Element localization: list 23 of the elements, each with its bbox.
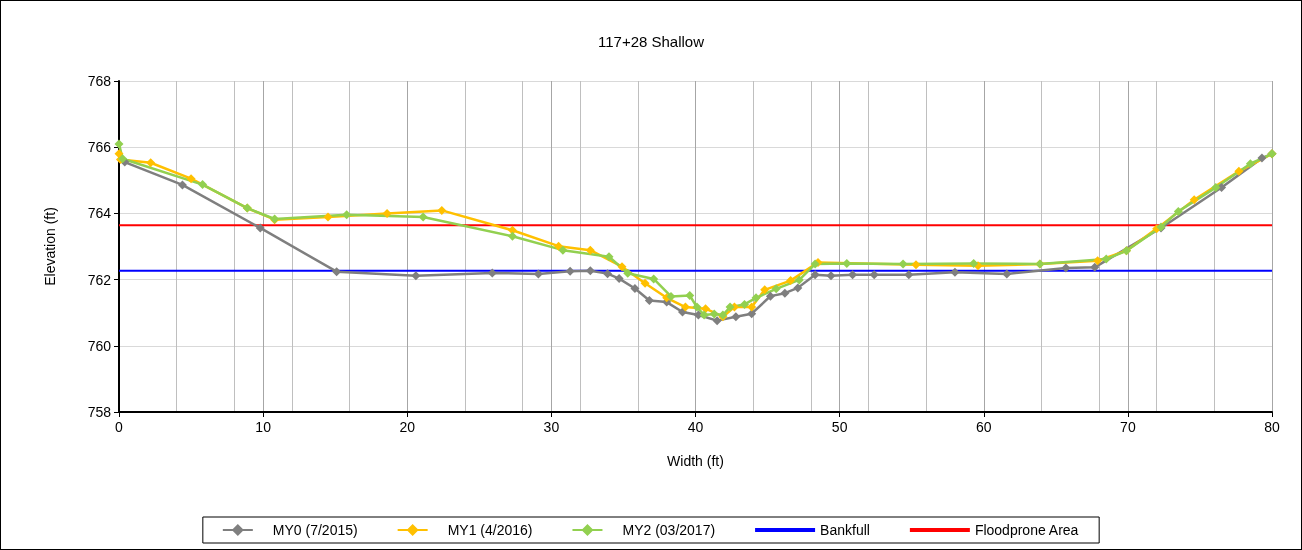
- legend-label: Floodprone Area: [974, 522, 1079, 538]
- y-tick-label: 758: [87, 404, 112, 420]
- y-axis-title: Elevation (ft): [42, 207, 58, 286]
- x-tick-label: 10: [255, 419, 272, 435]
- legend-label: MY0 (7/2015): [272, 522, 358, 538]
- y-tick-label: 760: [87, 337, 112, 354]
- y-tick-label: 764: [87, 205, 112, 222]
- x-tick-label: 30: [543, 419, 560, 435]
- y-tick-label: 768: [87, 73, 112, 89]
- x-tick-label: 60: [975, 419, 992, 435]
- x-tick-label: 20: [399, 419, 416, 435]
- x-axis-title: Width (ft): [667, 453, 724, 469]
- chart-title: 117+28 Shallow: [597, 33, 705, 50]
- x-tick-label: 80: [1264, 419, 1280, 435]
- x-tick-label: 40: [687, 419, 704, 435]
- legend-label: MY2 (03/2017): [622, 522, 716, 538]
- x-tick-label: 0: [115, 419, 124, 435]
- y-tick-label: 766: [87, 139, 112, 156]
- legend-label: MY1 (4/2016): [447, 522, 533, 538]
- y-tick-label: 762: [87, 271, 112, 288]
- x-tick-label: 70: [1120, 419, 1136, 435]
- x-tick-label: 50: [831, 419, 848, 435]
- legend-label: Bankfull: [820, 522, 870, 538]
